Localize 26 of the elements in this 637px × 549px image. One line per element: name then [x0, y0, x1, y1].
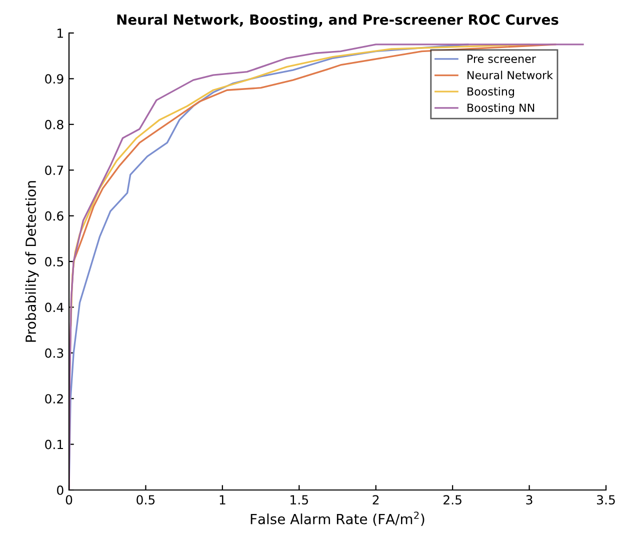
chart-title: Neural Network, Boosting, and Pre-screener ROC Curves	[117, 14, 558, 28]
x-axis-title: False Alarm Rate (FA/m$^{2}$)	[250, 512, 424, 526]
y-tick-label: 0.8	[45, 120, 64, 130]
y-tick-label: 0.1	[45, 440, 63, 450]
y-tick-label: 1	[58, 28, 63, 38]
x-tick-label: 3	[526, 495, 532, 505]
x-tick-label: 0.5	[136, 495, 155, 505]
x-tick-label: 0	[66, 495, 72, 505]
y-axis-title: Probability of Detection	[25, 181, 39, 342]
y-tick-label: 0.9	[45, 74, 64, 84]
y-tick-label: 0.5	[45, 256, 64, 266]
legend-label: Neural Network	[468, 70, 554, 80]
x-tick-label: 2.5	[444, 495, 462, 505]
x-tick-label: 2	[372, 495, 379, 504]
x-tick-label: 3.5	[597, 495, 615, 505]
x-tick-label: 1.5	[290, 495, 308, 505]
y-tick-label: 0.7	[45, 166, 64, 176]
legend-label: Boosting	[468, 87, 514, 98]
y-tick-label: 0.2	[45, 394, 63, 404]
y-tick-label: 0.6	[45, 211, 64, 221]
legend-label: Pre screener	[468, 54, 536, 64]
legend-label: Boosting NN	[468, 103, 534, 114]
y-tick-label: 0	[57, 485, 64, 495]
x-tick-label: 1	[220, 495, 226, 504]
y-tick-label: 0.3	[45, 348, 64, 358]
y-tick-label: 0.4	[45, 302, 64, 312]
